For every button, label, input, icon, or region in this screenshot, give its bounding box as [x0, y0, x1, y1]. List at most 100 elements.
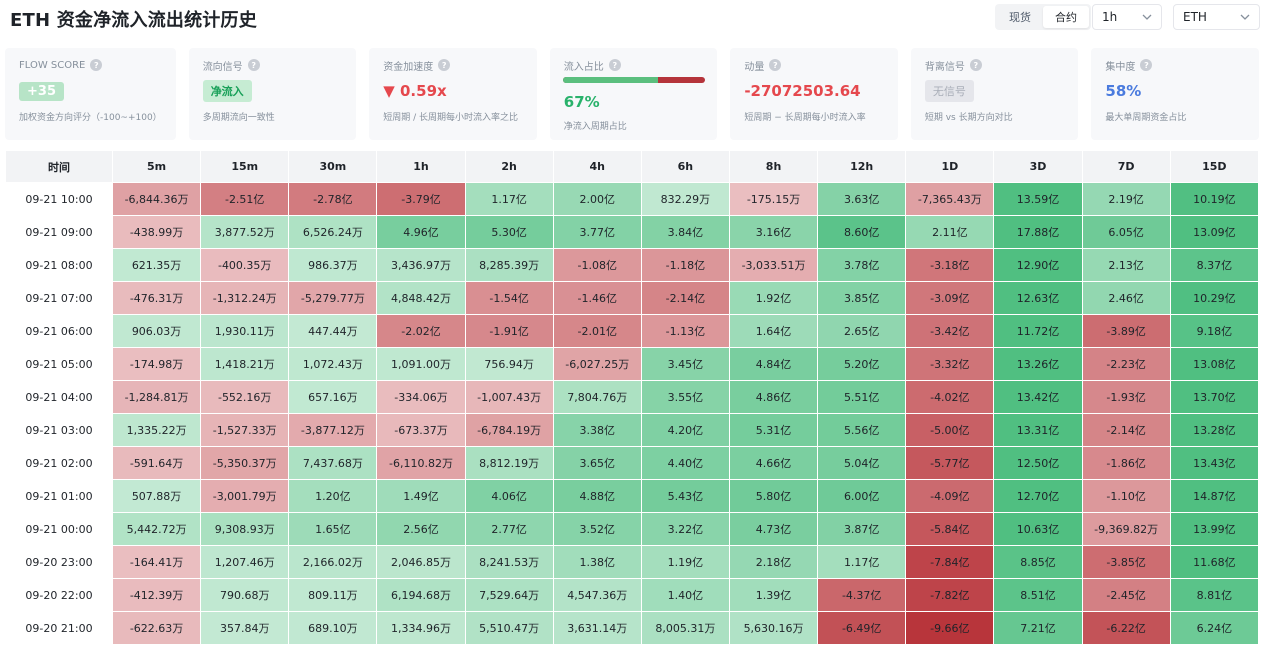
flow-cell: -1,007.43万 [465, 381, 553, 413]
flow-cell: -5,279.77万 [289, 282, 377, 314]
column-header-1d[interactable]: 1D [906, 151, 994, 182]
help-circle-icon[interactable]: ? [608, 59, 621, 71]
flow-cell: 3.55亿 [641, 381, 729, 413]
flow-cell: 447.44万 [289, 315, 377, 347]
flow-cell: -1.86亿 [1082, 447, 1170, 479]
help-circle-icon[interactable]: ? [969, 59, 982, 71]
help-circle-icon[interactable]: ? [438, 59, 451, 71]
flow-cell: -1.10亿 [1082, 480, 1170, 512]
flow-cell: 3.84亿 [641, 216, 729, 248]
flow-cell: 8,005.31万 [641, 612, 729, 644]
column-header-5m[interactable]: 5m [113, 151, 201, 182]
flow-cell: 1,334.96万 [377, 612, 465, 644]
flow-cell: -2.01亿 [553, 315, 641, 347]
flow-signal-value: 净流入 [202, 80, 252, 102]
interval-select[interactable]: 1h [1092, 4, 1162, 30]
flow-cell: -400.35万 [201, 249, 289, 281]
flow-cell: 3.63亿 [818, 183, 906, 215]
column-header-2h[interactable]: 2h [465, 151, 553, 182]
flow-cell: 3.65亿 [553, 447, 641, 479]
table-row: 09-21 08:00 621.35万 -400.35万 986.37万 3,436.9… [6, 249, 1258, 281]
help-circle-icon[interactable]: ? [769, 59, 782, 71]
table-row: 09-21 09:00 -438.99万 3,877.52万 6,526.24万 4.9… [6, 216, 1258, 248]
divergence-desc: 短期 vs 长期方向对比 [924, 113, 1013, 123]
flow-cell: -1,284.81万 [113, 381, 201, 413]
column-header-4h[interactable]: 4h [553, 151, 641, 182]
flow-cell: 3,631.14万 [553, 612, 641, 644]
flow-cell: 12.90亿 [994, 249, 1082, 281]
concentration-value: 58% [1105, 82, 1142, 100]
futures-tab[interactable]: 合约 [1043, 6, 1089, 28]
flow-cell: 3.77亿 [553, 216, 641, 248]
table-row: 09-20 22:00 -412.39万 790.68万 809.11万 6,194.6… [6, 579, 1258, 611]
flow-cell: 1.39亿 [729, 579, 818, 611]
inflow-ratio-bar [562, 77, 705, 83]
flow-cell: 621.35万 [113, 249, 201, 281]
flow-cell: 6.24亿 [1170, 612, 1258, 644]
flow-cell: 10.63亿 [994, 513, 1082, 545]
concentration-label: 集中度 [1105, 61, 1136, 73]
flow-cell: -412.39万 [113, 579, 201, 611]
flow-cell: 9.18亿 [1170, 315, 1258, 347]
flow-cell: 8.85亿 [994, 546, 1082, 578]
column-header-time[interactable]: 时间 [6, 151, 112, 182]
row-time: 09-20 21:00 [6, 612, 112, 644]
acceleration-value: ▼ 0.59x [383, 82, 447, 100]
flow-cell: 2.18亿 [729, 546, 818, 578]
flow-cell: 986.37万 [289, 249, 377, 281]
flow-cell: -3.32亿 [906, 348, 994, 380]
metrics-row: FLOW SCORE? +35 加权资金方向评分（-100~+100） 流向信号… [5, 48, 1259, 140]
flow-cell: 5.51亿 [818, 381, 906, 413]
flow-cell: 8,241.53万 [465, 546, 553, 578]
flow-cell: 4.40亿 [641, 447, 729, 479]
flow-history-table: 时间 5m 15m 30m 1h 2h 4h 6h 8h 12h 1D 3D 7D 15D 09-21 1… [5, 150, 1259, 645]
flow-cell: -3.85亿 [1082, 546, 1170, 578]
column-header-15d[interactable]: 15D [1170, 151, 1258, 182]
table-row: 09-21 10:00 -6,844.36万 -2.51亿 -2.78亿 -3.79亿 1… [6, 183, 1258, 215]
flow-cell: 1.92亿 [729, 282, 818, 314]
flow-cell: 11.68亿 [1170, 546, 1258, 578]
asset-select[interactable]: ETH [1173, 4, 1260, 30]
flow-cell: 10.19亿 [1170, 183, 1258, 215]
flow-cell: 4.84亿 [729, 348, 818, 380]
flow-score-value: +35 [19, 81, 64, 101]
flow-cell: 17.88亿 [994, 216, 1082, 248]
flow-cell: 13.99亿 [1170, 513, 1258, 545]
row-time: 09-21 02:00 [6, 447, 112, 479]
flow-cell: 2,046.85万 [377, 546, 465, 578]
flow-cell: -5,350.37万 [201, 447, 289, 479]
flow-cell: 5.80亿 [729, 480, 818, 512]
flow-cell: 3.78亿 [818, 249, 906, 281]
column-header-1h[interactable]: 1h [377, 151, 465, 182]
flow-score-card: FLOW SCORE? +35 加权资金方向评分（-100~+100） [5, 48, 176, 140]
flow-cell: 2.11亿 [906, 216, 994, 248]
table-row: 09-21 07:00 -476.31万 -1,312.24万 -5,279.77万 4… [6, 282, 1258, 314]
flow-cell: 8.51亿 [994, 579, 1082, 611]
help-circle-icon[interactable]: ? [90, 59, 103, 71]
flow-cell: 1.17亿 [818, 546, 906, 578]
column-header-8h[interactable]: 8h [729, 151, 818, 182]
flow-cell: -5.00亿 [906, 414, 994, 446]
flow-cell: 5,442.72万 [113, 513, 201, 545]
column-header-3d[interactable]: 3D [994, 151, 1082, 182]
momentum-desc: 短周期 − 长周期每小时流入率 [744, 113, 866, 123]
help-circle-icon[interactable]: ? [1140, 59, 1153, 71]
flow-cell: 4.88亿 [553, 480, 641, 512]
flow-cell: -6,027.25万 [553, 348, 641, 380]
flow-cell: 3.38亿 [553, 414, 641, 446]
flow-cell: 4.73亿 [729, 513, 818, 545]
flow-cell: 8.81亿 [1170, 579, 1258, 611]
spot-tab[interactable]: 现货 [1009, 11, 1031, 24]
column-header-7d[interactable]: 7D [1082, 151, 1170, 182]
flow-cell: 6.00亿 [818, 480, 906, 512]
column-header-12h[interactable]: 12h [818, 151, 906, 182]
flow-cell: -1.18亿 [641, 249, 729, 281]
column-header-30m[interactable]: 30m [289, 151, 377, 182]
column-header-15m[interactable]: 15m [201, 151, 289, 182]
flow-cell: 13.31亿 [994, 414, 1082, 446]
flow-cell: -7,365.43万 [906, 183, 994, 215]
help-circle-icon[interactable]: ? [247, 59, 260, 71]
flow-cell: -1.13亿 [641, 315, 729, 347]
column-header-6h[interactable]: 6h [641, 151, 729, 182]
market-type-toggle[interactable]: 现货 合约 [995, 4, 1091, 30]
